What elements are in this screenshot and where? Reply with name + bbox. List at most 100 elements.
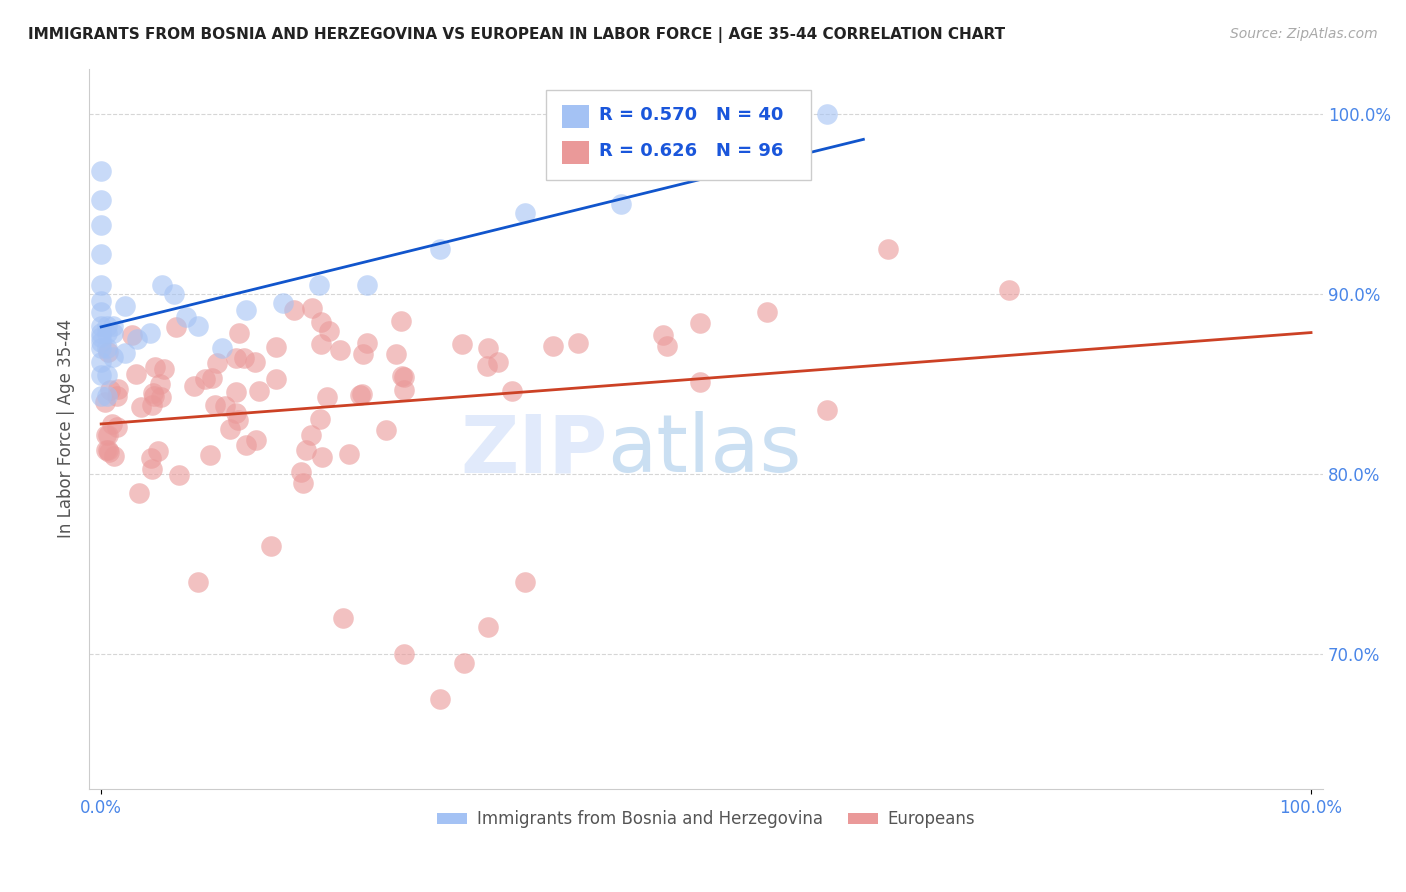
Point xyxy=(138,326,160,341)
Point xyxy=(142,386,165,401)
Point xyxy=(486,354,509,368)
Point xyxy=(356,335,378,350)
Text: Source: ZipAtlas.com: Source: ZipAtlas.com xyxy=(1230,27,1378,41)
Point xyxy=(352,347,374,361)
Point xyxy=(103,449,125,463)
Point xyxy=(187,574,209,589)
Point xyxy=(105,420,128,434)
Point xyxy=(477,342,499,356)
Point xyxy=(259,539,281,553)
Point xyxy=(501,384,523,399)
Point xyxy=(97,345,120,359)
Point xyxy=(228,413,250,427)
Point xyxy=(96,319,118,334)
Point xyxy=(90,330,112,344)
Point xyxy=(90,193,112,207)
Point xyxy=(392,383,415,397)
FancyBboxPatch shape xyxy=(562,141,589,164)
Point xyxy=(264,340,287,354)
Point xyxy=(295,442,318,457)
Text: atlas: atlas xyxy=(607,411,801,490)
Point xyxy=(815,403,838,417)
Point xyxy=(543,339,565,353)
Point xyxy=(96,389,118,403)
Point xyxy=(689,316,711,330)
Point xyxy=(107,389,129,403)
Point xyxy=(228,326,250,340)
Point xyxy=(90,219,112,233)
Point xyxy=(755,305,778,319)
Point xyxy=(187,319,209,334)
Point xyxy=(205,356,228,370)
Point xyxy=(150,277,173,292)
Point xyxy=(513,205,536,219)
Point xyxy=(124,367,146,381)
Point xyxy=(651,327,673,342)
Point xyxy=(451,337,474,351)
Point xyxy=(149,390,172,404)
Point xyxy=(375,423,398,437)
Point xyxy=(90,389,112,403)
Point xyxy=(453,656,475,670)
Point xyxy=(997,283,1019,297)
Point xyxy=(90,293,112,308)
Point xyxy=(655,339,678,353)
Point xyxy=(219,422,242,436)
Point xyxy=(183,379,205,393)
Point xyxy=(389,314,412,328)
FancyBboxPatch shape xyxy=(546,90,811,180)
Point xyxy=(90,164,112,178)
Point xyxy=(90,341,112,355)
Point xyxy=(97,442,120,457)
Point xyxy=(318,324,340,338)
Point xyxy=(90,335,112,350)
Point xyxy=(567,336,589,351)
Point xyxy=(93,394,115,409)
Point xyxy=(96,326,118,341)
Point xyxy=(513,574,536,589)
Point xyxy=(247,384,270,399)
Point xyxy=(128,485,150,500)
Point xyxy=(301,301,323,315)
FancyBboxPatch shape xyxy=(562,105,589,128)
Point xyxy=(167,467,190,482)
Point xyxy=(308,412,330,426)
Point xyxy=(290,465,312,479)
Point xyxy=(815,106,838,120)
Point xyxy=(114,346,136,360)
Point xyxy=(225,385,247,400)
Point xyxy=(96,368,118,382)
Point xyxy=(142,389,165,403)
Point xyxy=(96,428,118,442)
Text: R = 0.626   N = 96: R = 0.626 N = 96 xyxy=(599,143,783,161)
Point xyxy=(96,442,118,457)
Point xyxy=(103,319,125,334)
Point xyxy=(90,368,112,382)
Point xyxy=(225,351,247,365)
Point xyxy=(114,299,136,313)
Point xyxy=(337,447,360,461)
Point xyxy=(308,277,330,292)
Point xyxy=(204,398,226,412)
Point xyxy=(477,620,499,634)
Point xyxy=(96,341,118,355)
Point xyxy=(689,375,711,389)
Point xyxy=(163,286,186,301)
Point xyxy=(103,350,125,364)
Point xyxy=(235,438,257,452)
Point xyxy=(245,355,267,369)
Point xyxy=(876,243,898,257)
Y-axis label: In Labor Force | Age 35-44: In Labor Force | Age 35-44 xyxy=(58,319,75,539)
Point xyxy=(194,371,217,385)
Point xyxy=(301,428,323,442)
Point xyxy=(264,372,287,386)
Point xyxy=(311,450,333,465)
Point xyxy=(214,400,236,414)
Point xyxy=(610,196,633,211)
Point xyxy=(141,398,163,412)
Point xyxy=(235,302,257,317)
Point xyxy=(90,247,112,261)
Point xyxy=(153,362,176,376)
Point xyxy=(90,277,112,292)
Point xyxy=(391,368,413,383)
